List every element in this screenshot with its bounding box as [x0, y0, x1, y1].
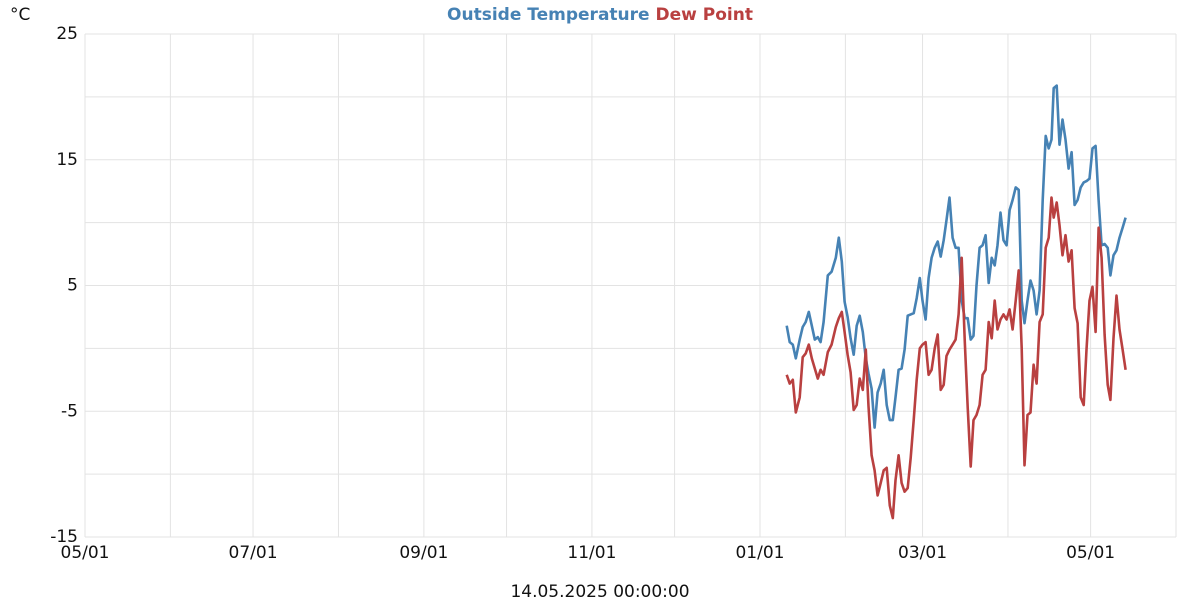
y-tick-label: 5: [67, 276, 78, 296]
y-tick-label: -15: [50, 527, 78, 547]
y-tick-label: -5: [61, 401, 78, 421]
legend-entry: Outside Temperature: [447, 5, 650, 25]
x-tick-label: 05/01: [1066, 543, 1115, 563]
y-tick-label: 15: [56, 150, 78, 170]
x-tick-label: 05/01: [61, 543, 110, 563]
x-tick-label: 07/01: [229, 543, 278, 563]
x-axis-label: 14.05.2025 00:00:00: [510, 582, 689, 600]
y-tick-label: 25: [56, 24, 78, 44]
x-tick-label: 11/01: [567, 543, 616, 563]
x-tick-label: 09/01: [399, 543, 448, 563]
line-series: [785, 196, 1127, 520]
x-tick-label: 03/01: [898, 543, 947, 563]
legend-entry: Dew Point: [655, 5, 752, 25]
legend: Outside Temperature Dew Point: [447, 5, 753, 25]
y-unit: °C: [10, 5, 30, 25]
x-tick-label: 01/01: [735, 543, 784, 563]
line-series: [785, 84, 1127, 429]
